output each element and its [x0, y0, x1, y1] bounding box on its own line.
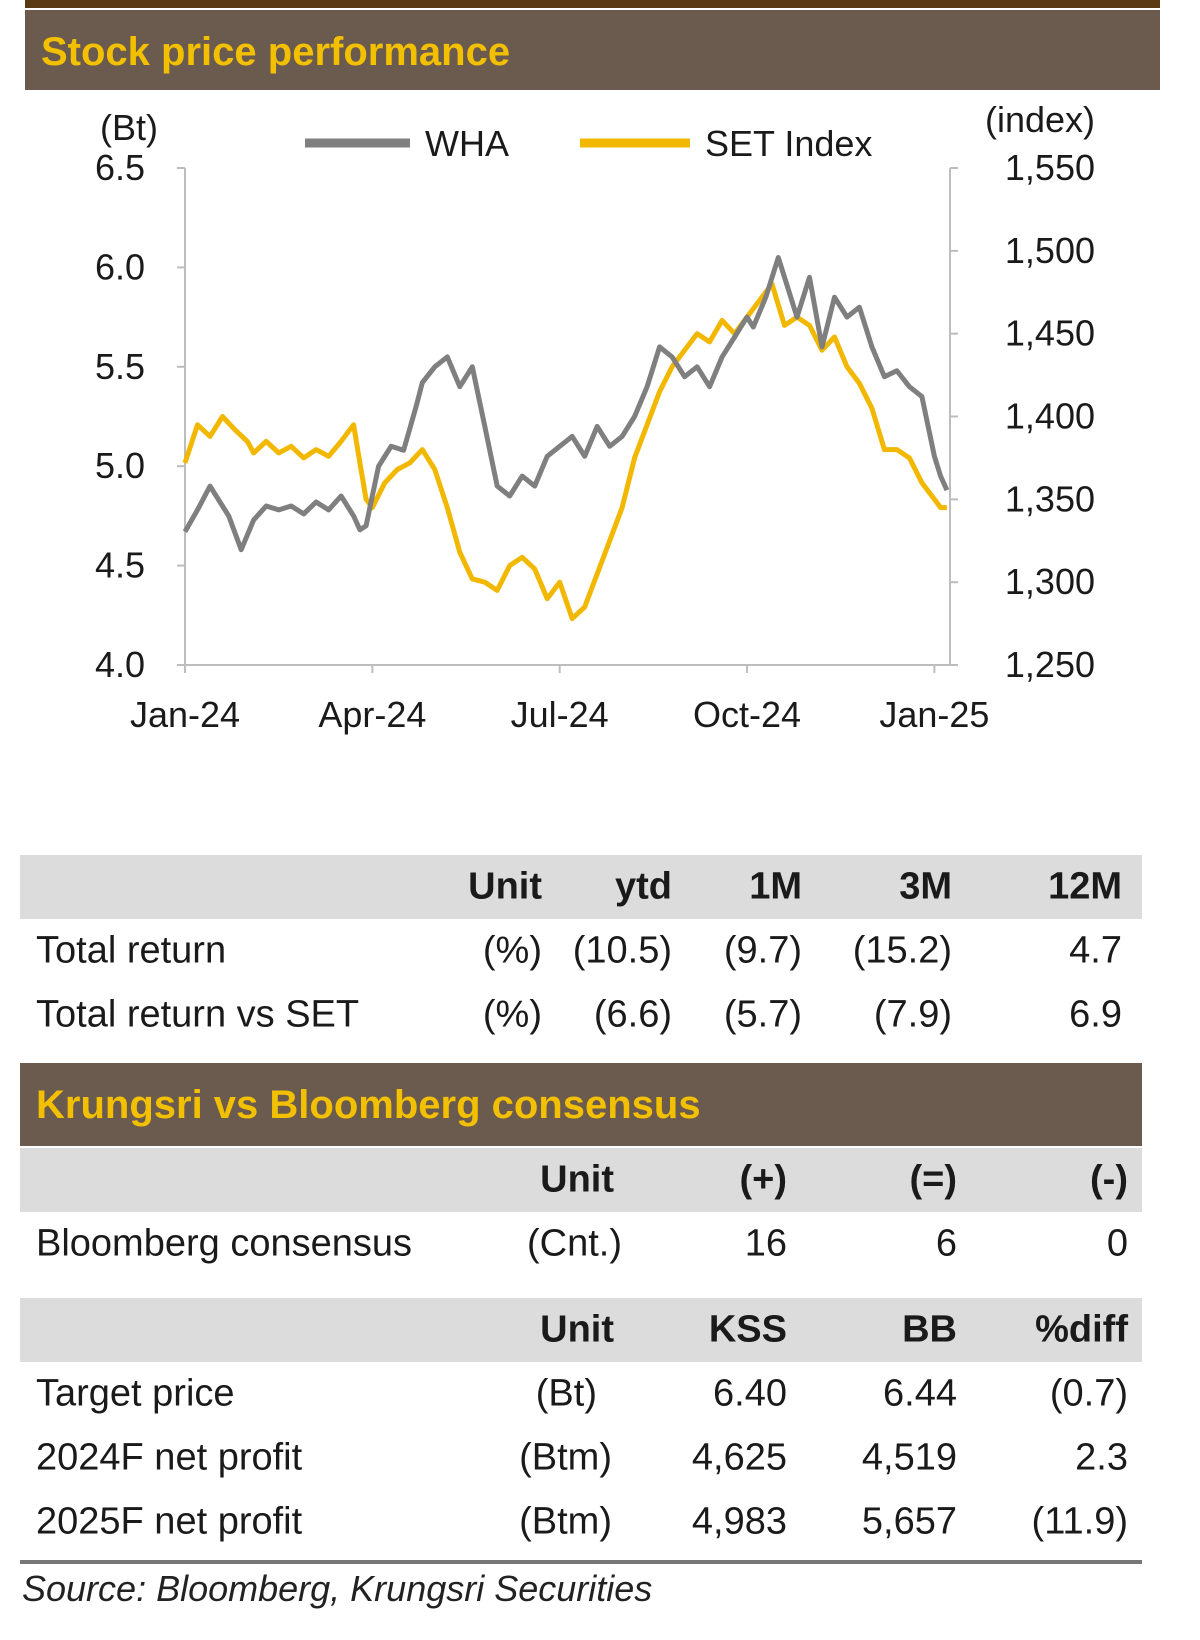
cell-kss: 6.40: [713, 1372, 787, 1415]
stock-performance-header: Stock price performance: [25, 10, 1160, 90]
x-tick-label: Jan-24: [130, 694, 240, 735]
cell-3m: (15.2): [852, 929, 952, 972]
header-12m: 12M: [1048, 865, 1122, 908]
top-rule: [25, 0, 1160, 8]
header-unit: Unit: [540, 1158, 614, 1201]
row-label: Target price: [36, 1372, 235, 1415]
consensus-table-header: Unit (+) (=) (-): [20, 1148, 1142, 1212]
consensus-table: Unit (+) (=) (-) Bloomberg consensus (Cn…: [20, 1148, 1142, 1276]
left-tick-label: 4.5: [95, 545, 145, 586]
header-ytd: ytd: [615, 865, 672, 908]
right-tick-label: 1,400: [1005, 396, 1095, 437]
cell-diff: (11.9): [1031, 1500, 1128, 1543]
right-tick-label: 1,300: [1005, 561, 1095, 602]
row-label: 2025F net profit: [36, 1500, 303, 1543]
table-row: Bloomberg consensus (Cnt.) 16 6 0: [20, 1212, 1142, 1276]
right-tick-label: 1,250: [1005, 644, 1095, 685]
header-unit: Unit: [540, 1308, 614, 1351]
chart-axes: 6.5 6.0 5.5 5.0 4.5 4.0 1,550 1,500 1,450 1,400 1,…: [95, 99, 1095, 735]
header-equal: (=): [909, 1158, 958, 1201]
header-plus: (+): [739, 1158, 788, 1201]
returns-table: Unit ytd 1M 3M 12M Total return (%) (10.…: [20, 855, 1142, 1047]
stock-price-chart: 6.5 6.0 5.5 5.0 4.5 4.0 1,550 1,500 1,450 1,400 1,…: [95, 99, 1095, 735]
right-tick-label: 1,450: [1005, 313, 1095, 354]
row-label: Total return: [36, 929, 227, 972]
left-tick-label: 4.0: [95, 644, 145, 685]
returns-table-header: Unit ytd 1M 3M 12M: [20, 855, 1142, 919]
header-unit: Unit: [468, 865, 542, 908]
row-label: Bloomberg consensus: [36, 1222, 412, 1265]
cell-plus: 16: [744, 1222, 787, 1265]
header-1m: 1M: [749, 865, 802, 908]
left-axis-unit: (Bt): [100, 107, 158, 148]
cell-bb: 5,657: [861, 1500, 957, 1543]
table-row: Total return vs SET (%) (6.6) (5.7) (7.9…: [20, 983, 1142, 1047]
cell-1m: (9.7): [723, 929, 802, 972]
estimates-table-header: Unit KSS BB %diff: [20, 1298, 1142, 1362]
consensus-header: Krungsri vs Bloomberg consensus: [20, 1063, 1142, 1146]
left-tick-label: 5.5: [95, 346, 145, 387]
legend-set-label: SET Index: [705, 123, 872, 164]
row-label: 2024F net profit: [36, 1436, 303, 1479]
cell-bb: 6.44: [883, 1372, 957, 1415]
cell-unit: (%): [482, 929, 542, 972]
table-row: 2024F net profit (Btm) 4,625 4,519 2.3: [20, 1426, 1142, 1490]
cell-unit: (Cnt.): [527, 1222, 622, 1265]
cell-minus: 0: [1106, 1222, 1128, 1265]
cell-1m: (5.7): [723, 993, 802, 1036]
cell-equal: 6: [935, 1222, 957, 1265]
x-tick-label: Jul-24: [511, 694, 609, 735]
header-kss: KSS: [708, 1308, 787, 1351]
cell-ytd: (6.6): [593, 993, 672, 1036]
right-axis-unit: (index): [985, 99, 1095, 140]
table-row: Total return (%) (10.5) (9.7) (15.2) 4.7: [20, 919, 1142, 983]
cell-unit: (Bt): [535, 1372, 597, 1415]
cell-unit: (Btm): [519, 1500, 612, 1543]
cell-unit: (Btm): [519, 1436, 612, 1479]
left-tick-label: 6.0: [95, 246, 145, 287]
table-row: 2025F net profit (Btm) 4,983 5,657 (11.9…: [20, 1490, 1142, 1554]
left-tick-label: 6.5: [95, 147, 145, 188]
chart-legend: WHA SET Index: [305, 123, 872, 164]
source-note: Source: Bloomberg, Krungsri Securities: [22, 1568, 653, 1609]
consensus-title: Krungsri vs Bloomberg consensus: [36, 1083, 701, 1127]
set-index-line: [182, 281, 947, 622]
cell-kss: 4,983: [691, 1500, 787, 1543]
cell-kss: 4,625: [691, 1436, 787, 1479]
x-tick-label: Jan-25: [879, 694, 989, 735]
cell-12m: 4.7: [1069, 929, 1122, 972]
cell-bb: 4,519: [861, 1436, 957, 1479]
cell-12m: 6.9: [1069, 993, 1122, 1036]
wha-line: [182, 255, 950, 553]
cell-3m: (7.9): [873, 993, 952, 1036]
header-minus: (-): [1090, 1158, 1128, 1201]
table-row: Target price (Bt) 6.40 6.44 (0.7): [20, 1362, 1142, 1426]
stock-performance-title: Stock price performance: [41, 30, 511, 74]
legend-wha-label: WHA: [425, 123, 509, 164]
cell-diff: 2.3: [1075, 1436, 1128, 1479]
right-tick-label: 1,350: [1005, 478, 1095, 519]
row-label: Total return vs SET: [36, 993, 360, 1036]
cell-ytd: (10.5): [572, 929, 672, 972]
left-tick-label: 5.0: [95, 445, 145, 486]
cell-diff: (0.7): [1049, 1372, 1128, 1415]
right-tick-label: 1,500: [1005, 230, 1095, 271]
x-tick-label: Apr-24: [318, 694, 426, 735]
header-3m: 3M: [899, 865, 952, 908]
x-tick-label: Oct-24: [693, 694, 801, 735]
header-diff: %diff: [1035, 1308, 1128, 1351]
cell-unit: (%): [482, 993, 542, 1036]
chart-lines: [182, 255, 950, 622]
header-bb: BB: [902, 1308, 957, 1351]
bottom-rule: [20, 1560, 1142, 1564]
estimates-table: Unit KSS BB %diff Target price (Bt) 6.40…: [20, 1298, 1142, 1554]
right-tick-label: 1,550: [1005, 147, 1095, 188]
